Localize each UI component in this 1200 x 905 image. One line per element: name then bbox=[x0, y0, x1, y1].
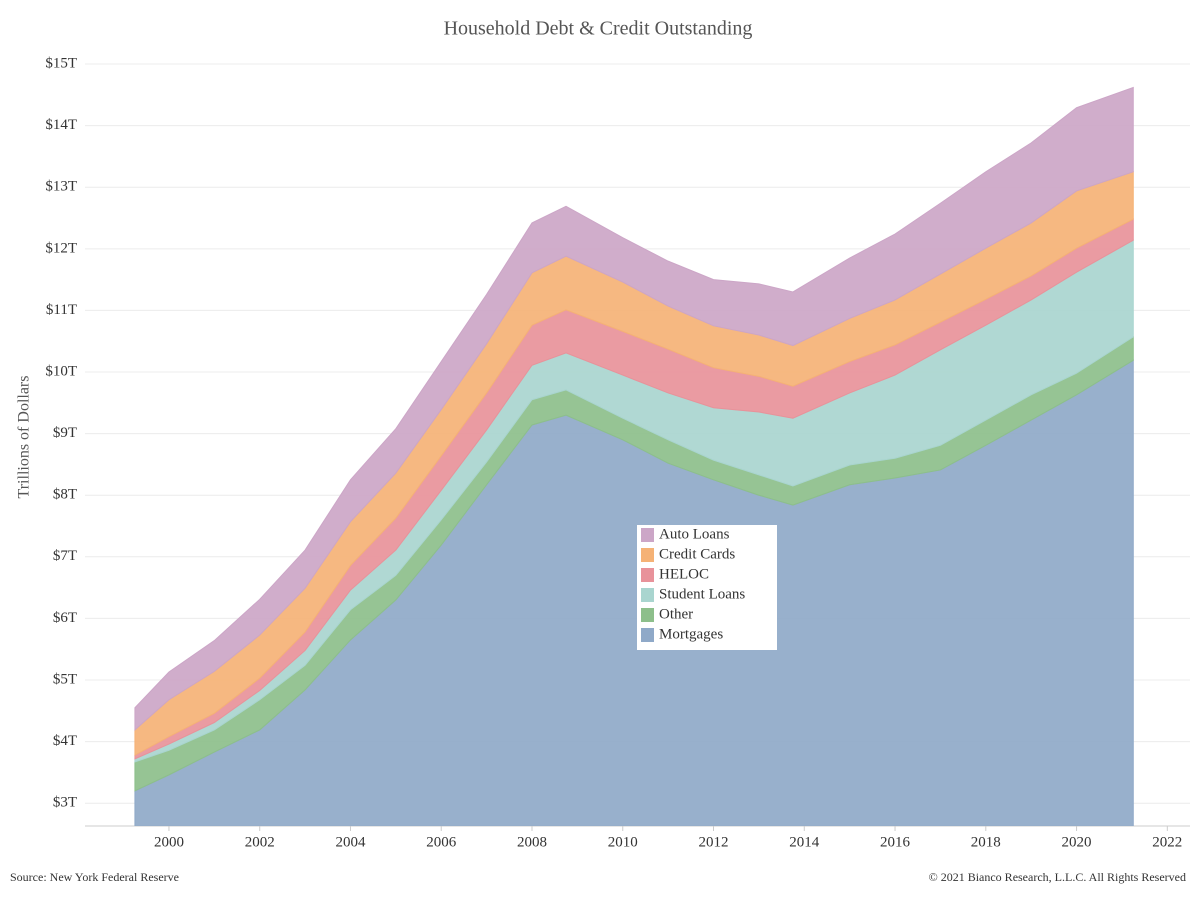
legend-label: Credit Cards bbox=[659, 546, 735, 562]
y-tick-label: $11T bbox=[46, 302, 77, 318]
y-tick-label: $3T bbox=[53, 795, 77, 811]
legend-swatch bbox=[641, 528, 654, 542]
x-tick-label: 2020 bbox=[1062, 834, 1092, 850]
y-axis-label: Trillions of Dollars bbox=[16, 376, 33, 499]
x-tick-label: 2018 bbox=[971, 834, 1001, 850]
legend-label: Student Loans bbox=[659, 586, 745, 602]
y-tick-label: $14T bbox=[45, 117, 77, 133]
y-tick-label: $10T bbox=[45, 363, 77, 379]
x-tick-label: 2006 bbox=[426, 834, 457, 850]
y-tick-label: $12T bbox=[45, 240, 77, 256]
legend-label: Mortgages bbox=[659, 626, 723, 642]
x-tick-label: 2016 bbox=[880, 834, 911, 850]
legend-box bbox=[637, 525, 777, 650]
legend-swatch bbox=[641, 568, 654, 582]
y-tick-label: $8T bbox=[53, 487, 77, 503]
y-tick-label: $13T bbox=[45, 179, 77, 195]
x-tick-label: 2002 bbox=[245, 834, 275, 850]
legend-swatch bbox=[641, 628, 654, 642]
legend-label: Other bbox=[659, 606, 693, 622]
copyright: © 2021 Bianco Research, L.L.C. All Right… bbox=[929, 870, 1186, 884]
legend-swatch bbox=[641, 548, 654, 562]
x-tick-label: 2022 bbox=[1152, 834, 1182, 850]
x-tick-label: 2012 bbox=[699, 834, 729, 850]
source: Source: New York Federal Reserve bbox=[10, 870, 179, 884]
x-tick-label: 2008 bbox=[517, 834, 547, 850]
chart-title: Household Debt & Credit Outstanding bbox=[444, 18, 753, 40]
x-tick-label: 2010 bbox=[608, 834, 638, 850]
x-tick-label: 2000 bbox=[154, 834, 184, 850]
x-tick-label: 2004 bbox=[335, 834, 366, 850]
legend-swatch bbox=[641, 608, 654, 622]
plot-area bbox=[134, 86, 1134, 826]
y-tick-label: $7T bbox=[53, 548, 77, 564]
area bbox=[134, 86, 1134, 732]
legend-label: Auto Loans bbox=[659, 526, 730, 542]
legend-swatch bbox=[641, 588, 654, 602]
x-tick-label: 2014 bbox=[789, 834, 820, 850]
y-tick-label: $4T bbox=[53, 733, 77, 749]
y-tick-label: $15T bbox=[45, 55, 77, 71]
y-tick-label: $5T bbox=[53, 671, 77, 687]
y-tick-label: $6T bbox=[53, 610, 77, 626]
y-tick-label: $9T bbox=[53, 425, 77, 441]
legend-label: HELOC bbox=[659, 566, 709, 582]
